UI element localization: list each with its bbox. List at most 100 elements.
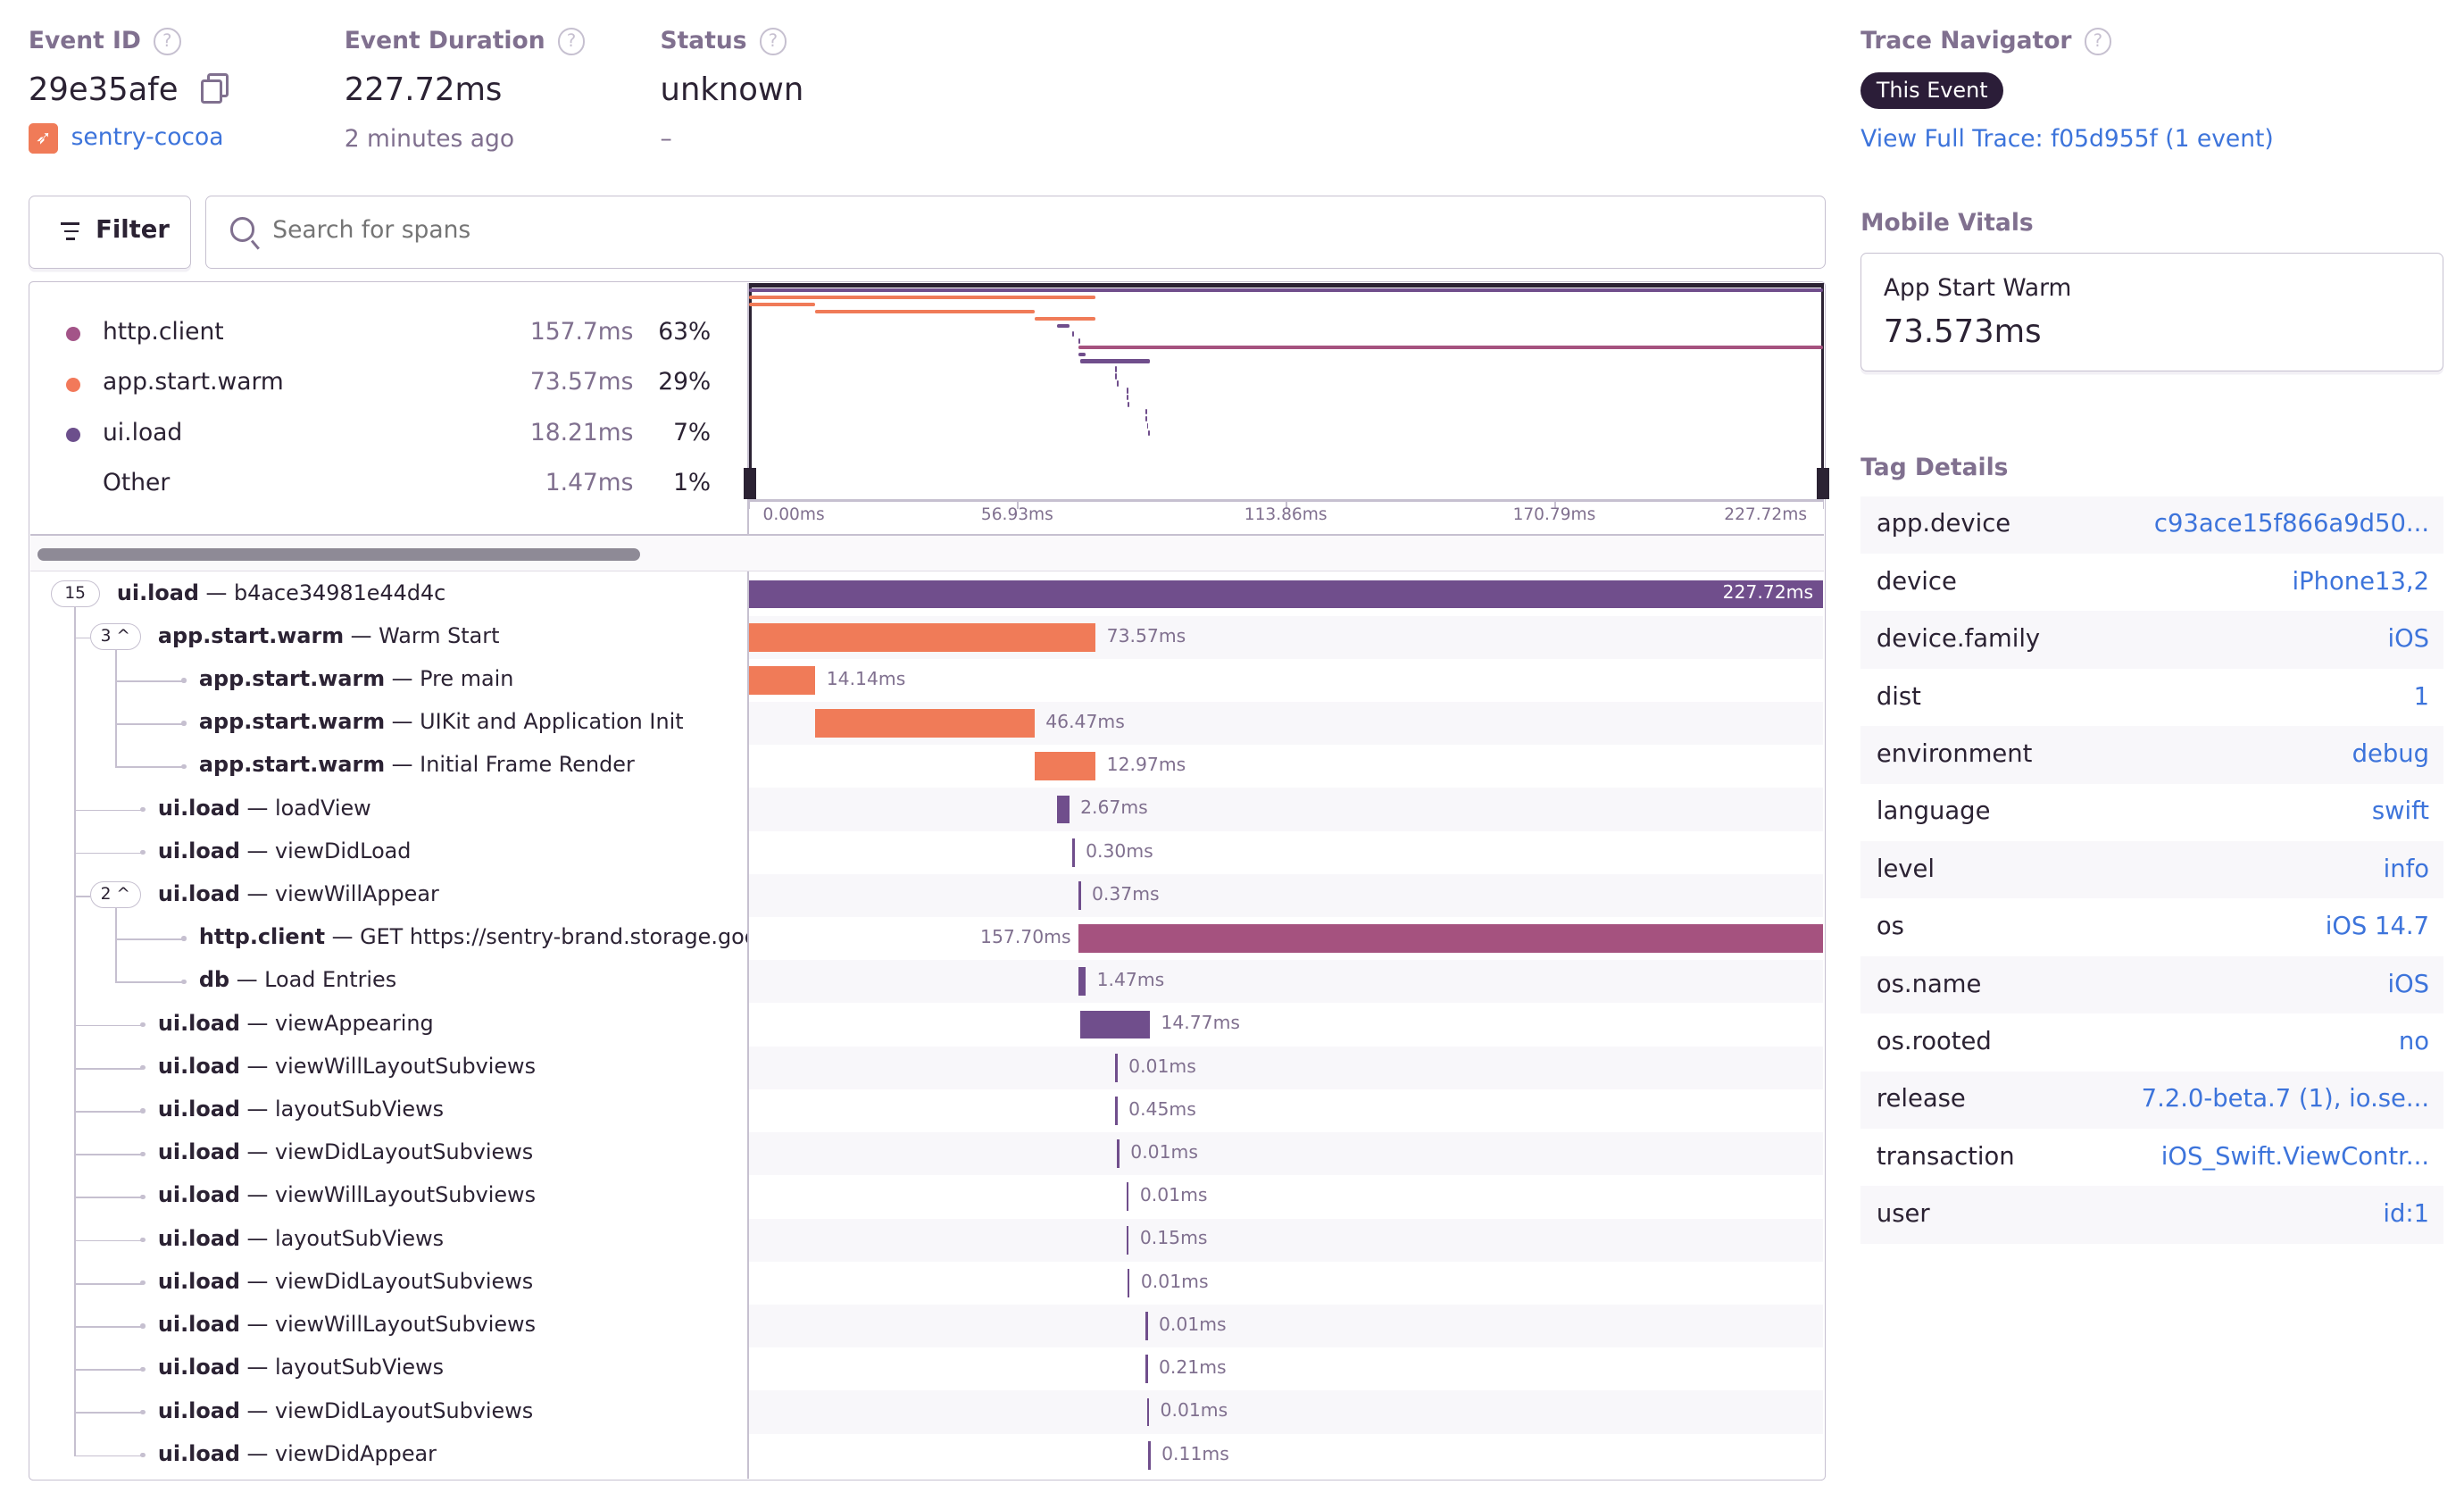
trace-navigator-label-text: Trace Navigator [1860,27,2072,55]
span-children-toggle[interactable]: 15 [50,580,100,607]
span-search[interactable] [204,196,1827,269]
tag-value-link[interactable]: no [2398,1028,2430,1056]
tree-connector-dot [181,763,187,769]
tag-key: app.device [1876,510,2011,538]
span-row[interactable]: db — Load Entries [199,967,747,992]
span-row[interactable]: ui.load — viewDidLoad [158,838,747,863]
span-bar[interactable] [748,580,1823,609]
span-bar[interactable] [1148,1440,1151,1470]
minimap-span-bar [1080,359,1151,363]
divider [29,533,1825,536]
tree-scrollbar-thumb[interactable] [37,547,640,562]
tag-value-link[interactable]: id:1 [2383,1200,2430,1229]
help-icon[interactable]: ? [759,28,787,55]
span-bar[interactable] [1072,838,1075,867]
minimap-span-bar [1126,388,1128,394]
tree-connector-dot [140,1022,146,1028]
span-bar[interactable] [1080,1010,1151,1039]
span-bar[interactable] [1127,1268,1130,1297]
span-bar[interactable] [1078,924,1823,954]
span-bar[interactable] [1078,881,1081,910]
span-row[interactable]: http.client — GET https://sentry-brand.s… [199,924,747,949]
tag-row: os.rooted no [1860,1013,2443,1072]
tag-value-link[interactable]: 1 [2413,682,2430,711]
minimap-span-bar [1115,373,1118,380]
span-row[interactable]: ui.load — viewAppearing [158,1011,747,1036]
tree-connector-line [74,1110,143,1113]
span-bar[interactable] [1078,967,1086,997]
help-icon[interactable]: ? [154,28,181,55]
tag-row: language swift [1860,783,2443,842]
tag-key: user [1876,1200,1930,1229]
legend-dot [66,428,81,443]
mobile-vitals-label: Mobile Vitals [1860,208,2034,237]
minimap-right-handle[interactable] [1816,467,1829,500]
tag-value-link[interactable]: iOS [2387,970,2430,998]
tag-value-link[interactable]: iOS 14.7 [2325,913,2430,941]
span-row[interactable]: ui.load — b4ace34981e44d4c [117,580,747,605]
view-full-trace-link[interactable]: View Full Trace: f05d955f (1 event) [1860,124,2274,153]
span-op: ui.load [157,1312,240,1338]
span-bar[interactable] [1056,795,1070,824]
search-input[interactable] [269,213,1698,246]
span-bar[interactable] [748,665,816,695]
span-row[interactable]: ui.load — viewDidAppear [158,1441,747,1466]
span-row[interactable]: ui.load — viewDidLayoutSubviews [158,1269,747,1294]
span-bar[interactable] [1145,1355,1148,1384]
tree-connector-line [74,1067,143,1070]
span-bar[interactable] [748,622,1096,652]
span-row[interactable]: ui.load — viewDidLayoutSubviews [158,1398,747,1423]
tag-value-link[interactable]: swift [2371,797,2430,826]
span-op: ui.load [157,1139,240,1165]
legend-name: http.client [102,317,224,346]
tree-connector-line [115,680,184,682]
span-row[interactable]: app.start.warm — Warm Start [158,623,747,648]
span-bar[interactable] [1115,1053,1118,1082]
tag-value-link[interactable]: iPhone13,2 [2292,567,2430,596]
span-op: ui.load [157,1440,240,1466]
minimap-left-handle[interactable] [744,467,757,500]
span-row[interactable]: ui.load — viewWillLayoutSubviews [158,1054,747,1079]
minimap-span-bar [1146,423,1149,430]
span-children-toggle[interactable]: 2 ^ [89,881,141,909]
span-row[interactable]: ui.load — layoutSubViews [158,1226,747,1251]
copy-icon[interactable] [200,72,229,104]
span-row[interactable]: ui.load — viewDidLayoutSubviews [158,1139,747,1164]
span-bar[interactable] [1034,752,1096,781]
span-row[interactable]: ui.load — layoutSubViews [158,1097,747,1122]
span-row[interactable]: ui.load — viewWillLayoutSubviews [158,1312,747,1337]
tag-value-link[interactable]: info [2383,855,2430,883]
tag-value-link[interactable]: 7.2.0-beta.7 (1), io.se... [2141,1085,2430,1113]
minimap-span-bar [748,288,1823,293]
span-row[interactable]: app.start.warm — UIKit and Application I… [199,709,747,734]
span-row[interactable]: app.start.warm — Initial Frame Render [199,752,747,777]
trace-minimap[interactable] [744,282,1829,500]
span-bar[interactable] [1126,1225,1129,1255]
help-icon[interactable]: ? [2084,28,2112,55]
legend-percent: 29% [658,368,712,396]
tag-value-link[interactable]: iOS [2387,625,2430,654]
filter-button[interactable]: Filter [28,196,192,269]
span-description: viewWillLayoutSubviews [275,1312,537,1338]
span-bar[interactable] [1126,1182,1129,1212]
tag-value-link[interactable]: c93ace15f866a9d50... [2153,510,2430,538]
help-icon[interactable]: ? [557,28,586,55]
span-row[interactable]: app.start.warm — Pre main [199,666,747,691]
span-bar[interactable] [1145,1312,1148,1340]
tag-value-link[interactable]: iOS_Swift.ViewContr... [2160,1142,2430,1171]
minimap-span-bar [1056,323,1070,329]
span-bar[interactable] [1146,1397,1150,1427]
project-link[interactable]: sentry-cocoa [71,122,224,151]
span-duration-label: 0.01ms [1130,1141,1198,1164]
span-bar[interactable] [1117,1139,1120,1169]
span-bar[interactable] [815,709,1035,738]
span-row[interactable]: ui.load — viewWillAppear [158,881,747,906]
span-bar[interactable] [1115,1097,1118,1125]
span-row[interactable]: ui.load — loadView [158,796,747,821]
span-op: ui.load [157,1053,240,1079]
span-row[interactable]: ui.load — layoutSubViews [158,1355,747,1380]
tag-value-link[interactable]: debug [2352,740,2430,769]
span-children-toggle[interactable]: 3 ^ [89,622,141,651]
span-row[interactable]: ui.load — viewWillLayoutSubviews [158,1182,747,1207]
tree-connector-line [115,908,117,982]
